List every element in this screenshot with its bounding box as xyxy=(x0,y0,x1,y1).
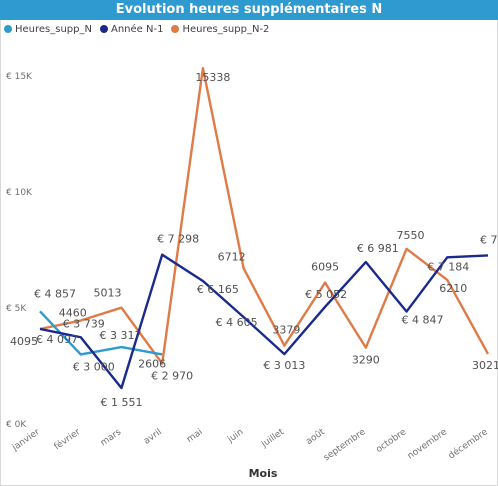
legend-marker xyxy=(4,25,12,33)
data-labels: € 4 857 € 3 000 € 3 317 € 4 097 € 3 739 € 1 5… xyxy=(10,71,498,409)
data-label: € 3 739 xyxy=(63,317,105,330)
y-tick-label: € 15K xyxy=(6,72,33,82)
data-label: € 1 551 xyxy=(100,396,142,409)
data-label: € 2 970 xyxy=(151,370,193,383)
data-label: 4095 xyxy=(10,335,38,348)
x-axis: janvier février mars avril mai juin juillet aoû… xyxy=(10,426,490,463)
x-tick-label: novembre xyxy=(406,427,449,462)
legend-item-heures-supp-n-2[interactable]: Heures_supp_N-2 xyxy=(171,24,269,35)
data-label: € 3 000 xyxy=(73,360,115,373)
data-label: 2606 xyxy=(138,358,166,371)
data-label: 7550 xyxy=(397,229,425,242)
data-label: 3379 xyxy=(272,324,300,337)
series-lines xyxy=(39,66,490,390)
data-label: € 7 298 xyxy=(157,233,199,246)
legend-marker xyxy=(100,25,108,33)
x-axis-title: Mois xyxy=(249,467,278,480)
legend-label: Heures_supp_N-2 xyxy=(182,23,270,35)
data-label: € 3 317 xyxy=(99,329,141,342)
data-label: 5013 xyxy=(93,287,121,300)
y-tick-label: € 10K xyxy=(6,188,33,198)
data-label: € 4 605 xyxy=(216,316,258,329)
data-label: € 7 267 xyxy=(480,233,498,246)
data-label: € 4 857 xyxy=(34,287,76,300)
legend-item-heures-supp-n[interactable]: Heures_supp_N xyxy=(4,24,92,35)
data-label: 3290 xyxy=(352,354,380,367)
x-tick-label: décembre xyxy=(446,426,490,461)
data-label: 3021 xyxy=(472,359,498,372)
data-label: 6210 xyxy=(439,282,467,295)
x-tick-label: janvier xyxy=(10,427,42,454)
x-tick-label: octobre xyxy=(374,427,408,455)
y-tick-label: € 0K xyxy=(6,420,27,430)
x-tick-label: août xyxy=(304,427,327,447)
legend-item-annee-n-1[interactable]: Année N-1 xyxy=(100,24,163,35)
data-label: € 6 165 xyxy=(197,283,239,296)
data-label: 6712 xyxy=(218,250,246,263)
x-tick-label: février xyxy=(52,426,83,452)
data-label: € 7 184 xyxy=(427,260,469,273)
data-label: 4460 xyxy=(59,307,87,320)
data-label: € 4 847 xyxy=(402,314,444,327)
legend-marker xyxy=(171,25,180,33)
legend-label: Année N-1 xyxy=(111,23,164,35)
data-label: 6095 xyxy=(311,261,339,274)
legend-label: Heures_supp_N xyxy=(15,23,92,35)
x-tick-label: juin xyxy=(225,427,245,445)
data-label: € 4 097 xyxy=(36,333,78,346)
x-tick-label: avril xyxy=(142,427,164,446)
x-tick-label: mai xyxy=(185,427,204,445)
data-label: € 3 013 xyxy=(263,359,305,372)
data-label: 15338 xyxy=(195,71,230,84)
chart-title: Evolution heures supplémentaires N xyxy=(0,0,498,20)
x-tick-label: septembre xyxy=(322,427,368,463)
y-axis: € 0K € 5K € 10K € 15K xyxy=(6,72,33,430)
y-tick-label: € 5K xyxy=(6,304,27,314)
series-line[interactable] xyxy=(39,66,490,365)
data-label: € 6 981 xyxy=(357,242,399,255)
x-tick-label: mars xyxy=(99,427,124,448)
x-tick-label: juillet xyxy=(259,427,286,450)
legend: Heures_supp_N Année N-1 Heures_supp_N-2 xyxy=(4,22,277,36)
data-label: € 5 052 xyxy=(305,288,347,301)
series-line[interactable] xyxy=(39,253,489,390)
